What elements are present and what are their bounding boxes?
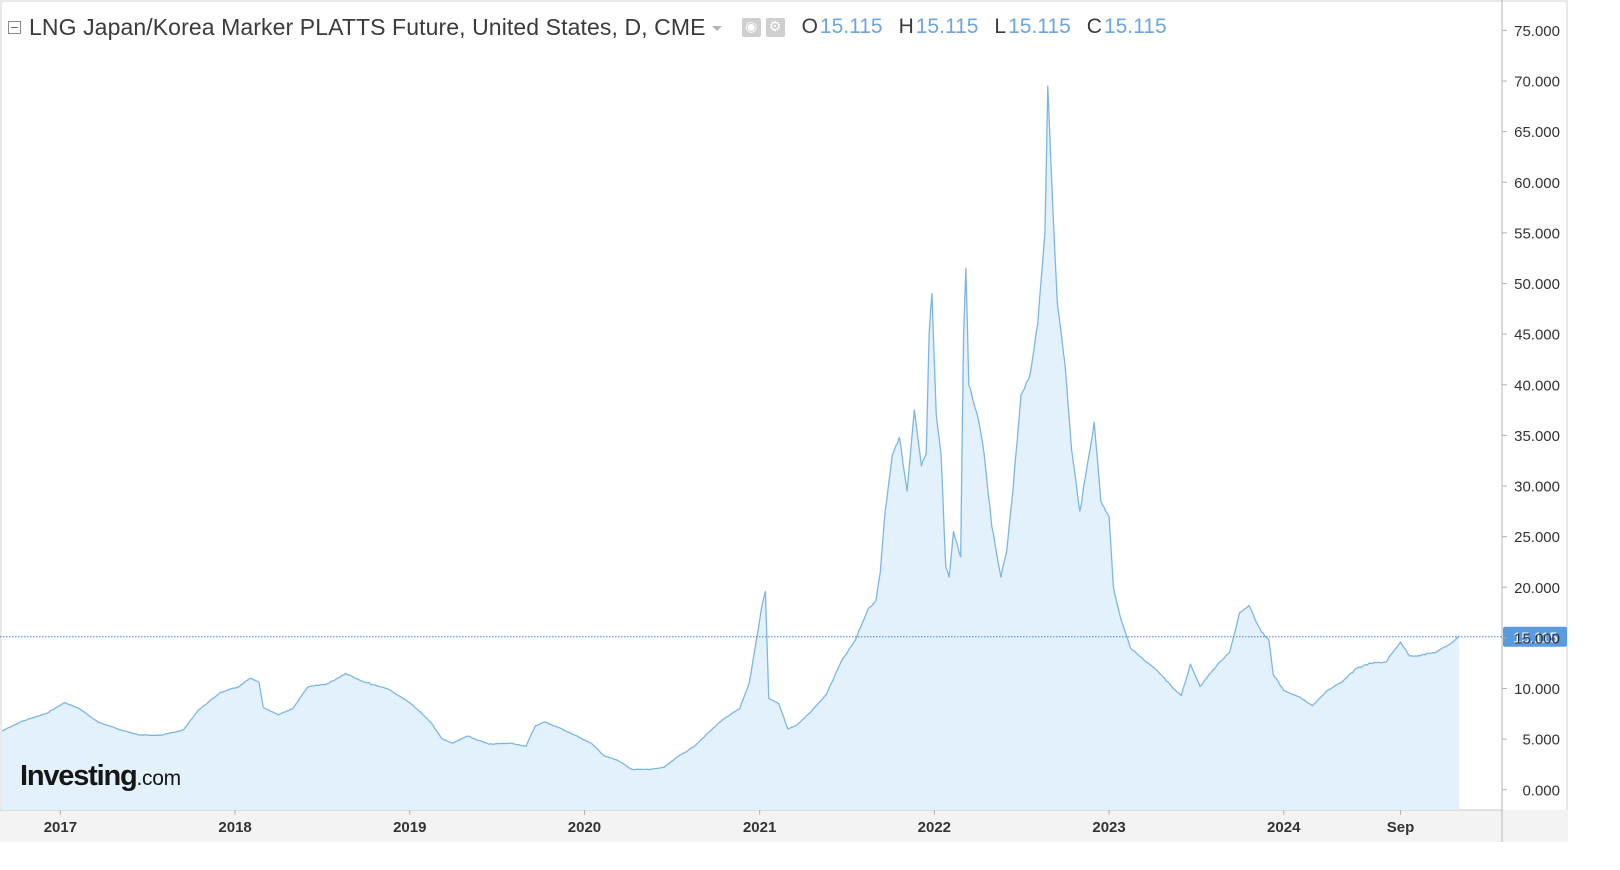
price-tick-label: 65.000 — [1514, 124, 1560, 141]
time-tick-label: 2023 — [1092, 819, 1125, 836]
visibility-eye-icon[interactable]: ◉ — [741, 17, 761, 37]
price-tick-label: 15.000 — [1514, 630, 1560, 647]
instrument-title: LNG Japan/Korea Marker PLATTS Future, Un… — [29, 13, 706, 40]
ohlc-high-value: 15.115 — [915, 15, 979, 38]
price-tick-label: 55.000 — [1514, 225, 1560, 242]
price-tick-label: 0.000 — [1522, 782, 1560, 799]
price-tick-label: 50.000 — [1514, 276, 1560, 293]
settings-gear-icon[interactable]: ⚙ — [765, 17, 785, 37]
price-tick-label: 30.000 — [1514, 479, 1560, 496]
logo-brand: Investing — [20, 760, 138, 792]
ohlc-high-key: H — [898, 15, 914, 38]
dropdown-caret-icon[interactable] — [711, 25, 722, 31]
ohlc-low-value: 15.115 — [1008, 15, 1071, 38]
time-tick-label: Sep — [1387, 819, 1415, 836]
current-price-label: 15.115 — [1513, 630, 1558, 647]
collapse-toggle-icon[interactable] — [8, 20, 21, 34]
price-axis-labels: 75.000 70.000 65.000 60.000 55.000 50.000 45.0… — [1502, 23, 1560, 799]
time-tick-label: 2024 — [1267, 819, 1301, 836]
price-tick-label: 10.000 — [1514, 681, 1560, 698]
price-tick-label: 35.000 — [1514, 428, 1560, 445]
time-axis-labels: 2017 2018 2019 2020 2021 2022 2023 2024 Sep — [44, 810, 1415, 836]
chart-frame: 15.115 75.000 70.000 65.000 60.000 55.000 50.… — [0, 0, 1568, 842]
time-tick-label: 2022 — [918, 819, 951, 836]
ohlc-close-key: C — [1086, 15, 1102, 38]
price-chart[interactable]: 15.115 75.000 70.000 65.000 60.000 55.000 50.… — [0, 0, 1568, 842]
time-tick-label: 2019 — [393, 819, 426, 836]
ohlc-close-value: 15.115 — [1103, 15, 1167, 38]
time-tick-label: 2020 — [568, 819, 601, 836]
ohlc-open-key: O — [801, 15, 818, 38]
price-tick-label: 20.000 — [1514, 580, 1560, 597]
price-tick-label: 70.000 — [1514, 74, 1560, 91]
price-line-layer — [1, 85, 1460, 771]
ohlc-low-key: L — [994, 15, 1007, 38]
time-axis-band — [0, 810, 1568, 842]
price-series-line — [1, 85, 1460, 771]
current-price-layer: 15.115 — [0, 626, 1567, 647]
current-price-label-box — [1503, 626, 1567, 647]
price-tick-label: 25.000 — [1514, 529, 1560, 546]
time-tick-label: 2017 — [44, 819, 77, 836]
investing-logo: Investing.com — [20, 760, 181, 793]
time-tick-label: 2018 — [218, 819, 251, 836]
logo-suffix: .com — [136, 767, 182, 790]
price-tick-label: 45.000 — [1514, 327, 1560, 344]
price-tick-label: 40.000 — [1514, 377, 1560, 394]
chart-header: LNG Japan/Korea Marker PLATTS Future, Un… — [8, 12, 1183, 42]
price-tick-label: 5.000 — [1522, 732, 1560, 749]
price-tick-label: 75.000 — [1514, 23, 1560, 40]
price-tick-label: 60.000 — [1514, 175, 1560, 192]
time-tick-label: 2021 — [743, 819, 776, 836]
ohlc-readout: O 15.115 H 15.115 L 15.115 C 15.115 — [802, 15, 1183, 39]
price-area-fill — [2, 86, 1459, 811]
ohlc-open-value: 15.115 — [819, 15, 883, 38]
price-area-layer — [2, 86, 1459, 811]
